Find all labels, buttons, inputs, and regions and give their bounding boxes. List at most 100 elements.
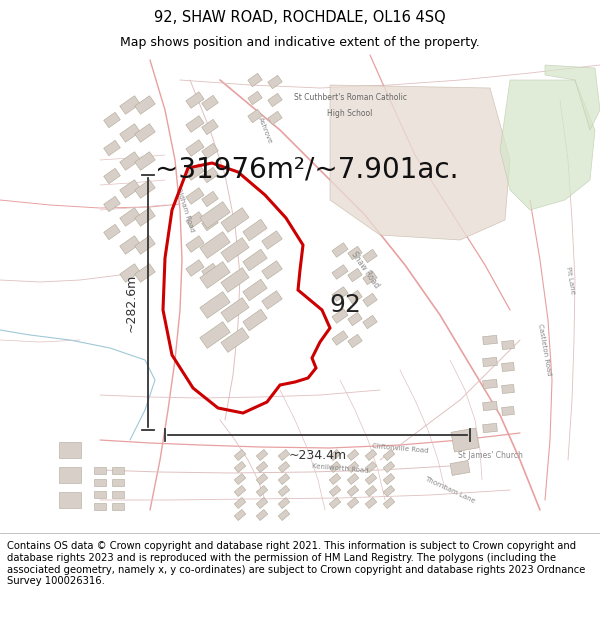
Polygon shape xyxy=(186,92,204,108)
Polygon shape xyxy=(221,238,249,262)
Polygon shape xyxy=(365,461,377,472)
Polygon shape xyxy=(268,111,282,125)
Polygon shape xyxy=(256,486,268,496)
Polygon shape xyxy=(202,143,218,159)
Polygon shape xyxy=(243,249,267,271)
Polygon shape xyxy=(200,232,230,258)
Polygon shape xyxy=(243,219,267,241)
Polygon shape xyxy=(278,474,290,484)
Polygon shape xyxy=(135,152,155,170)
Polygon shape xyxy=(348,290,362,304)
Polygon shape xyxy=(200,202,230,228)
Polygon shape xyxy=(200,292,230,318)
Polygon shape xyxy=(104,168,121,184)
Polygon shape xyxy=(365,449,377,461)
Polygon shape xyxy=(135,124,155,142)
Polygon shape xyxy=(363,293,377,307)
Polygon shape xyxy=(120,180,140,198)
Polygon shape xyxy=(104,224,121,240)
Polygon shape xyxy=(248,109,262,123)
Polygon shape xyxy=(330,85,510,240)
Polygon shape xyxy=(347,486,359,496)
Polygon shape xyxy=(347,461,359,472)
Polygon shape xyxy=(365,498,377,509)
Polygon shape xyxy=(59,492,81,508)
Text: Kenilworth Road: Kenilworth Road xyxy=(311,462,368,474)
Polygon shape xyxy=(348,246,362,260)
Polygon shape xyxy=(347,449,359,461)
Polygon shape xyxy=(186,164,204,180)
Polygon shape xyxy=(112,466,124,474)
Polygon shape xyxy=(262,231,282,249)
Polygon shape xyxy=(329,474,341,484)
Polygon shape xyxy=(278,486,290,496)
Polygon shape xyxy=(256,474,268,484)
Polygon shape xyxy=(186,260,204,276)
Text: Castleton Road: Castleton Road xyxy=(538,324,553,376)
Text: Contains OS data © Crown copyright and database right 2021. This information is : Contains OS data © Crown copyright and d… xyxy=(7,541,586,586)
Text: Pit Lane: Pit Lane xyxy=(565,266,575,294)
Polygon shape xyxy=(262,291,282,309)
Polygon shape xyxy=(332,242,348,258)
Polygon shape xyxy=(248,73,262,87)
Polygon shape xyxy=(256,461,268,472)
Polygon shape xyxy=(482,357,497,367)
Text: Shaw Road: Shaw Road xyxy=(349,250,381,290)
Polygon shape xyxy=(202,95,218,111)
Polygon shape xyxy=(135,180,155,198)
Polygon shape xyxy=(365,474,377,484)
Text: High School: High School xyxy=(328,109,373,118)
Polygon shape xyxy=(332,265,348,279)
Polygon shape xyxy=(120,236,140,254)
Polygon shape xyxy=(348,312,362,326)
Polygon shape xyxy=(329,461,341,472)
Polygon shape xyxy=(482,336,497,344)
Polygon shape xyxy=(256,509,268,521)
Text: 92, SHAW ROAD, ROCHDALE, OL16 4SQ: 92, SHAW ROAD, ROCHDALE, OL16 4SQ xyxy=(154,10,446,25)
Polygon shape xyxy=(112,491,124,498)
Polygon shape xyxy=(186,236,204,252)
Text: ~31976m²/~7.901ac.: ~31976m²/~7.901ac. xyxy=(155,155,458,183)
Polygon shape xyxy=(221,268,249,292)
Polygon shape xyxy=(365,486,377,496)
Polygon shape xyxy=(104,196,121,212)
Polygon shape xyxy=(202,119,218,135)
Polygon shape xyxy=(332,309,348,323)
Polygon shape xyxy=(104,112,121,128)
Polygon shape xyxy=(363,315,377,329)
Polygon shape xyxy=(332,287,348,301)
Polygon shape xyxy=(383,486,395,496)
Polygon shape xyxy=(383,498,395,509)
Polygon shape xyxy=(234,449,246,461)
Polygon shape xyxy=(248,91,262,105)
Polygon shape xyxy=(186,116,204,132)
Polygon shape xyxy=(234,509,246,521)
Polygon shape xyxy=(94,479,106,486)
Polygon shape xyxy=(120,264,140,282)
Polygon shape xyxy=(135,208,155,226)
Polygon shape xyxy=(278,498,290,509)
Text: Thornham Lane: Thornham Lane xyxy=(424,476,476,504)
Polygon shape xyxy=(59,442,81,458)
Polygon shape xyxy=(502,406,514,416)
Polygon shape xyxy=(135,236,155,254)
Polygon shape xyxy=(383,449,395,461)
Polygon shape xyxy=(383,474,395,484)
Polygon shape xyxy=(243,279,267,301)
Polygon shape xyxy=(234,486,246,496)
Polygon shape xyxy=(502,384,514,394)
Polygon shape xyxy=(268,93,282,107)
Polygon shape xyxy=(221,208,249,232)
Polygon shape xyxy=(120,96,140,114)
Polygon shape xyxy=(202,215,218,231)
Polygon shape xyxy=(94,503,106,509)
Polygon shape xyxy=(59,467,81,483)
Text: Ashrove: Ashrove xyxy=(257,116,273,144)
Text: Oldham Road: Oldham Road xyxy=(175,187,195,233)
Polygon shape xyxy=(202,168,218,182)
Polygon shape xyxy=(262,261,282,279)
Polygon shape xyxy=(221,298,249,322)
Text: ~234.4m: ~234.4m xyxy=(289,449,347,462)
Polygon shape xyxy=(200,262,230,288)
Polygon shape xyxy=(347,474,359,484)
